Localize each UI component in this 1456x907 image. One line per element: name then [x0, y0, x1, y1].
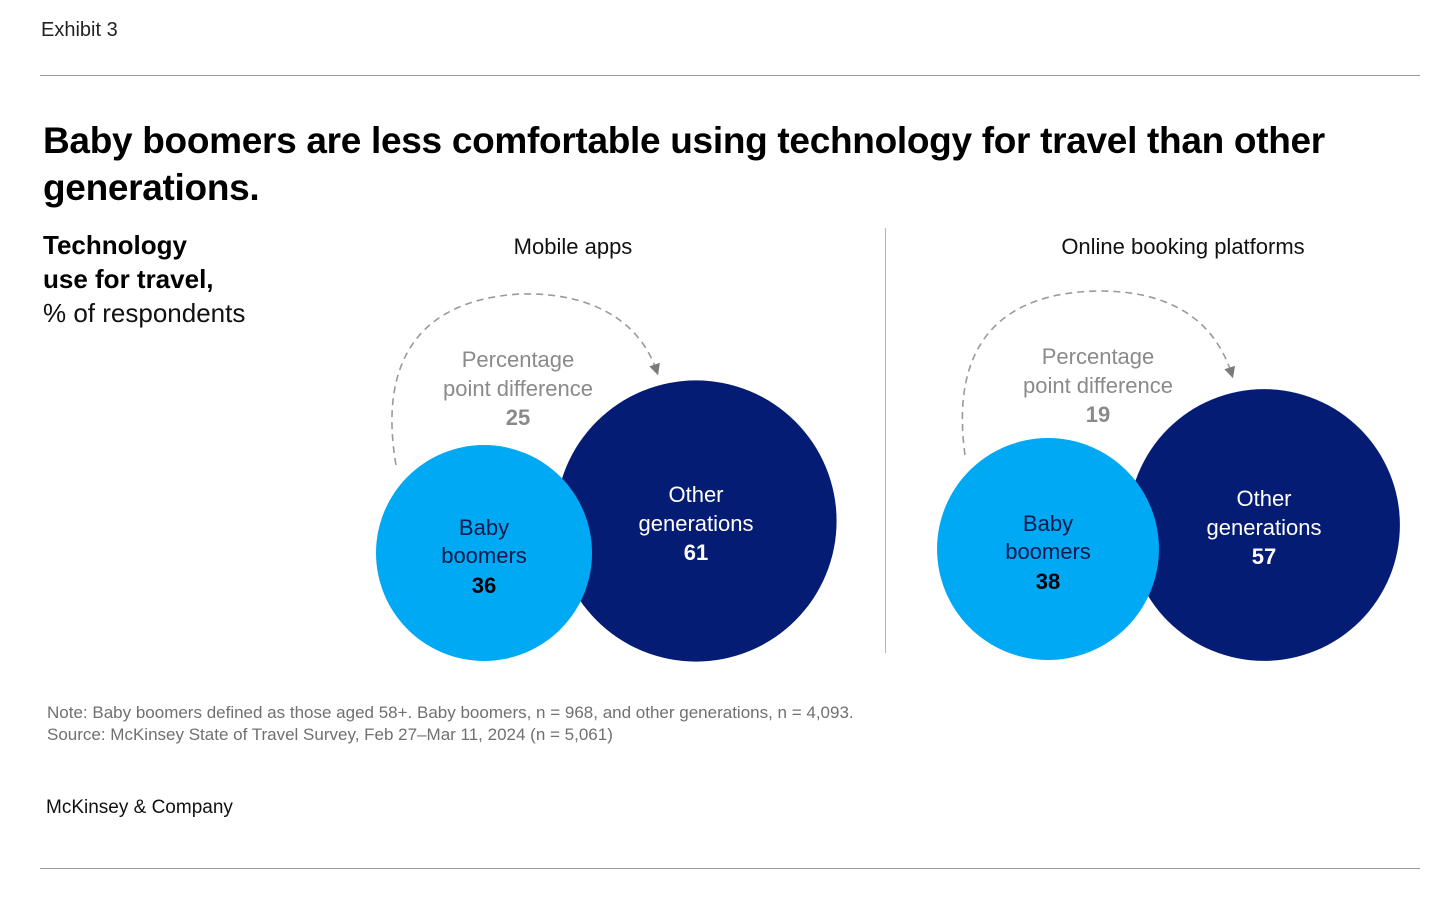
panel-title-mobile-apps: Mobile apps	[514, 234, 633, 259]
source-text: Source: McKinsey State of Travel Survey,…	[47, 725, 613, 744]
label-other-mobile-apps: Other	[668, 482, 723, 507]
label-boomers-online-booking: Baby	[1023, 511, 1073, 536]
difference-arrow-online-booking	[961, 290, 1236, 456]
bubble-other-generations-online-booking	[1128, 389, 1400, 661]
label-boomers-2-mobile-apps: boomers	[441, 543, 527, 568]
subtitle-line-2: use for travel,	[43, 264, 214, 294]
chart-subtitle: Technology use for travel, % of responde…	[43, 228, 245, 330]
annotation-value-online-booking: 19	[1086, 402, 1110, 427]
footnote: Note: Baby boomers defined as those aged…	[47, 702, 854, 746]
value-baby-boomers-mobile-apps: 36	[472, 573, 496, 598]
top-divider	[40, 75, 1420, 76]
note-text: Note: Baby boomers defined as those aged…	[47, 703, 854, 722]
annotation-label-2-online-booking: point difference	[1023, 373, 1173, 398]
value-other-generations-mobile-apps: 61	[684, 540, 708, 565]
panel-divider	[885, 228, 886, 653]
subtitle-line-3: % of respondents	[43, 298, 246, 328]
panel-title-online-booking: Online booking platforms	[1061, 234, 1304, 259]
subtitle-line-1: Technology	[43, 230, 187, 260]
brand-name: McKinsey & Company	[46, 797, 233, 818]
difference-arrow-mobile-apps	[391, 293, 660, 466]
label-other-2-mobile-apps: generations	[639, 511, 754, 536]
bubble-baby-boomers-mobile-apps	[376, 445, 592, 661]
headline: Baby boomers are less comfortable using …	[43, 120, 1325, 208]
annotation-label-mobile-apps: Percentage	[462, 347, 575, 372]
bubble-baby-boomers-online-booking	[937, 438, 1159, 660]
bottom-divider	[40, 868, 1420, 869]
annotation-label-online-booking: Percentage	[1042, 344, 1155, 369]
label-other-online-booking: Other	[1236, 486, 1291, 511]
value-baby-boomers-online-booking: 38	[1036, 569, 1060, 594]
exhibit-label: Exhibit 3	[41, 19, 118, 41]
label-boomers-mobile-apps: Baby	[459, 515, 509, 540]
label-boomers-2-online-booking: boomers	[1005, 539, 1091, 564]
bubble-other-generations-mobile-apps	[555, 380, 837, 662]
value-other-generations-online-booking: 57	[1252, 544, 1276, 569]
annotation-value-mobile-apps: 25	[506, 405, 530, 430]
label-other-2-online-booking: generations	[1207, 515, 1322, 540]
annotation-label-2-mobile-apps: point difference	[443, 376, 593, 401]
